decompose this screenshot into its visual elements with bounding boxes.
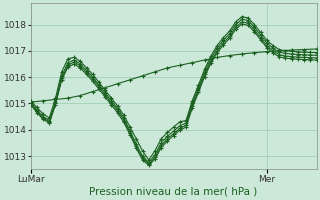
X-axis label: Pression niveau de la mer( hPa ): Pression niveau de la mer( hPa ): [90, 187, 258, 197]
